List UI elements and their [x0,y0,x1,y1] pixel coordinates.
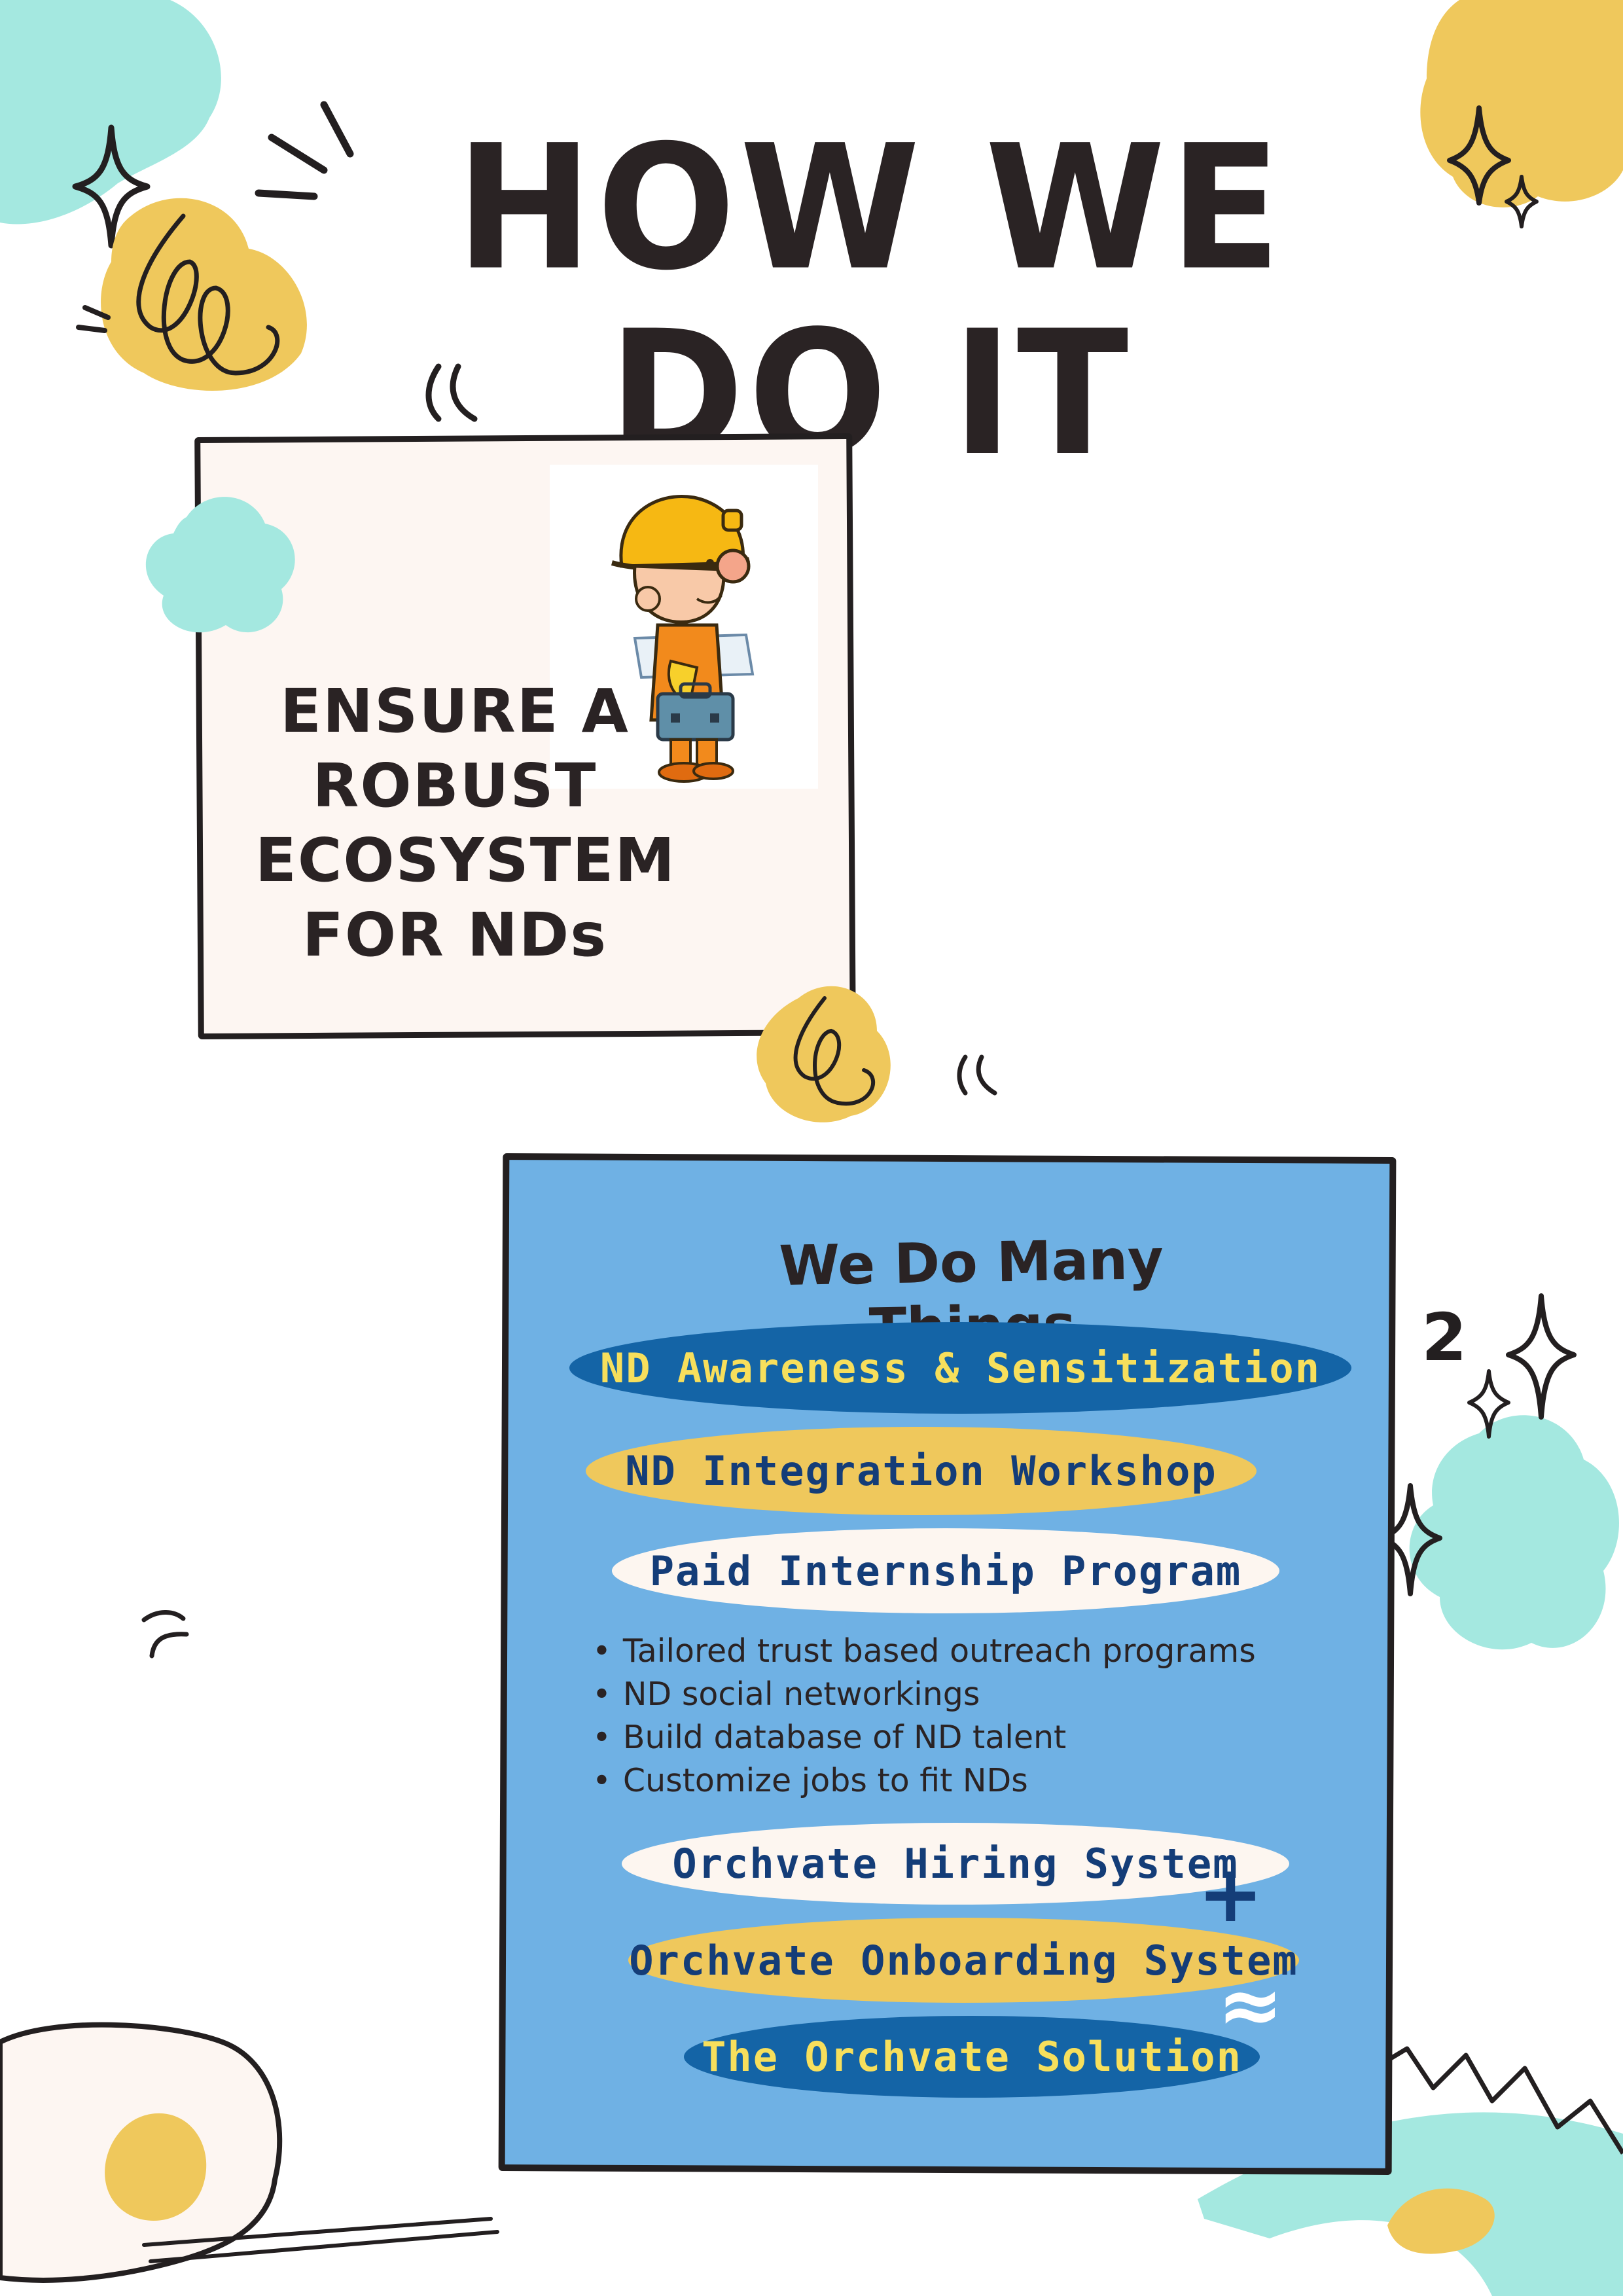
sparkle-icon-right [1467,1293,1577,1439]
pill-orchvate-solution[interactable]: The Orchvate Solution [684,2016,1260,2098]
pill-label: ND Awareness & Sensitization [599,1344,1321,1392]
pill-onboarding-system[interactable]: Orchvate Onboarding System [628,1918,1299,2003]
page-title: HOW WE DO IT [455,107,1285,493]
list-item: Build database of ND talent [592,1716,1256,1759]
pill-integration-workshop[interactable]: ND Integration Workshop [586,1427,1257,1515]
list-item: Tailored trust based outreach programs [592,1630,1256,1673]
ecosystem-heading-line: FOR NDs [302,900,608,970]
tick-marks-icon-small [957,1054,997,1096]
egg-illustration [0,2022,499,2283]
sparkle-icon [72,124,151,249]
bullet-list: Tailored trust based outreach programs N… [592,1630,1256,1803]
tick-marks-icon [425,363,478,422]
mint-blob-card [145,497,295,633]
sparkle-icon-side [1378,1483,1442,1596]
list-item: Customize jobs to fit NDs [592,1759,1256,1803]
pill-label: Paid Internship Program [649,1547,1242,1595]
pill-hiring-system[interactable]: Orchvate Hiring System [622,1823,1289,1905]
ecosystem-heading: ENSURE A ROBUST ECOSYSTEM FOR NDs [255,674,676,973]
worker-illustration [550,465,818,789]
decor-number: 2 [1421,1299,1467,1376]
pill-label: ND Integration Workshop [625,1447,1217,1495]
pill-internship[interactable]: Paid Internship Program [612,1528,1279,1613]
sparkle-icon-pair [1447,105,1539,228]
plus-icon: + [1198,1849,1264,1940]
ecosystem-heading-line: ENSURE A [280,676,630,746]
pill-label: Orchvate Onboarding System [629,1936,1298,1984]
ecosystem-heading-line: ECOSYSTEM [255,825,676,895]
tick-marks-icon-left [141,1610,189,1659]
list-item: ND social networkings [592,1673,1256,1716]
pill-awareness[interactable]: ND Awareness & Sensitization [569,1322,1351,1414]
approx-icon: ≈ [1217,1960,1283,2051]
pill-label: Orchvate Hiring System [672,1840,1239,1888]
dash-marks-icon [255,101,354,200]
yellow-blob-top-right [1420,0,1623,207]
yellow-scribble-blob [76,198,307,391]
yellow-scribble-blob-small [757,986,891,1122]
mint-blob-right [1409,1415,1619,1650]
ecosystem-heading-line: ROBUST [312,751,597,821]
mint-blob-top-left [0,0,221,224]
pill-label: The Orchvate Solution [702,2033,1242,2081]
